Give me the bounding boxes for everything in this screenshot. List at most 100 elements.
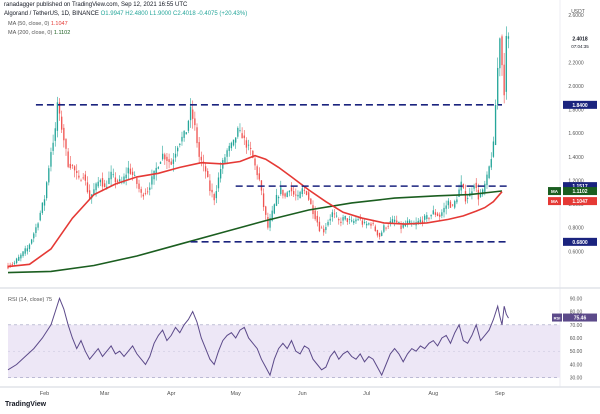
- candle-body: [434, 212, 437, 215]
- candle: [179, 143, 181, 148]
- candle: [204, 162, 207, 179]
- candle-body: [402, 224, 404, 228]
- candle: [316, 211, 318, 227]
- candle: [340, 217, 342, 227]
- candle-body: [340, 221, 342, 223]
- candle: [368, 222, 370, 226]
- candle-body: [505, 35, 507, 92]
- candle-body: [247, 144, 250, 146]
- last-price-tag-extra-bg: [563, 42, 597, 50]
- candle-body: [71, 165, 74, 166]
- candle-body: [224, 157, 226, 163]
- candle-body: [228, 145, 230, 151]
- candle: [290, 182, 293, 197]
- candle-body: [462, 183, 465, 188]
- candle: [200, 151, 202, 167]
- publisher-line: ranadagger published on TradingView.com,…: [4, 2, 188, 8]
- candle-body: [357, 219, 359, 220]
- candle: [282, 189, 284, 199]
- candle-body: [35, 227, 37, 233]
- candle-body: [355, 219, 357, 222]
- candle: [451, 203, 454, 207]
- price-tick-label: 2.2000: [568, 60, 584, 66]
- candle-body: [28, 244, 31, 249]
- candle-body: [256, 166, 258, 176]
- candle: [492, 136, 495, 158]
- candle-body: [209, 180, 211, 191]
- candle: [101, 172, 104, 192]
- candle: [436, 211, 439, 217]
- candle-body: [439, 214, 441, 217]
- candle-body: [372, 222, 374, 224]
- ma50-line: [7, 154, 503, 268]
- candle: [157, 166, 160, 170]
- candle-body: [129, 168, 132, 174]
- candle-body: [295, 194, 297, 196]
- candle-body: [97, 181, 99, 187]
- candle: [24, 245, 26, 256]
- rsi-tick-label: 40.00: [570, 362, 583, 368]
- candle-body: [153, 170, 155, 180]
- time-tick-label: Aug: [428, 391, 438, 397]
- ma200-legend-label: MA (200, close, 0): [8, 30, 53, 36]
- candle: [177, 145, 179, 157]
- candle: [424, 213, 426, 224]
- candle: [134, 171, 136, 177]
- candle-body: [30, 239, 33, 244]
- candle: [48, 165, 50, 186]
- candle-body: [187, 120, 190, 131]
- candle: [129, 163, 132, 175]
- candle-body: [131, 171, 134, 175]
- candle: [146, 187, 149, 195]
- candle-body: [41, 202, 44, 213]
- candle: [88, 184, 91, 200]
- candle-body: [366, 223, 368, 226]
- ma200-line: [7, 190, 503, 274]
- candle-body: [168, 159, 170, 163]
- candle-body: [48, 168, 50, 183]
- candle-body: [316, 215, 318, 223]
- candle-body: [241, 133, 243, 139]
- candle: [28, 243, 31, 252]
- candle-body: [58, 102, 61, 114]
- candle: [439, 212, 441, 221]
- candle-body: [350, 220, 353, 222]
- candle: [408, 218, 411, 224]
- candle: [153, 170, 155, 185]
- candle-body: [172, 159, 175, 164]
- candle-body: [161, 153, 164, 160]
- time-tick-label: Sep: [495, 391, 505, 397]
- candle: [235, 137, 237, 149]
- candle-body: [406, 220, 409, 225]
- candle-body: [359, 218, 361, 220]
- candle: [503, 52, 505, 104]
- candle-body: [235, 137, 237, 143]
- candle: [239, 123, 241, 133]
- candle-body: [338, 219, 340, 221]
- symbol-name: Algorand / TetherUS, 1D, BINANCE: [4, 11, 99, 17]
- candle-body: [303, 189, 306, 191]
- candle-body: [329, 218, 331, 221]
- candle-body: [385, 227, 387, 229]
- candle: [140, 186, 142, 198]
- candle: [65, 138, 67, 156]
- candle-body: [432, 210, 434, 215]
- price-tick-label: 1.2000: [568, 178, 584, 184]
- candle-body: [286, 192, 288, 197]
- candle-body: [318, 221, 321, 232]
- level-tag-bg: [563, 100, 597, 109]
- ma200-tag-bg: [563, 187, 597, 196]
- candle-body: [11, 264, 13, 266]
- candle: [383, 223, 385, 234]
- candle: [441, 209, 443, 219]
- price-tick-label: 1.8000: [568, 108, 584, 114]
- price-tick-label: 2.6000: [568, 13, 584, 19]
- candle: [256, 164, 258, 180]
- candle: [183, 130, 185, 142]
- candle-body: [370, 223, 372, 226]
- candle: [61, 110, 63, 134]
- candle-body: [353, 220, 355, 223]
- candle: [39, 210, 41, 222]
- candle-body: [69, 163, 71, 169]
